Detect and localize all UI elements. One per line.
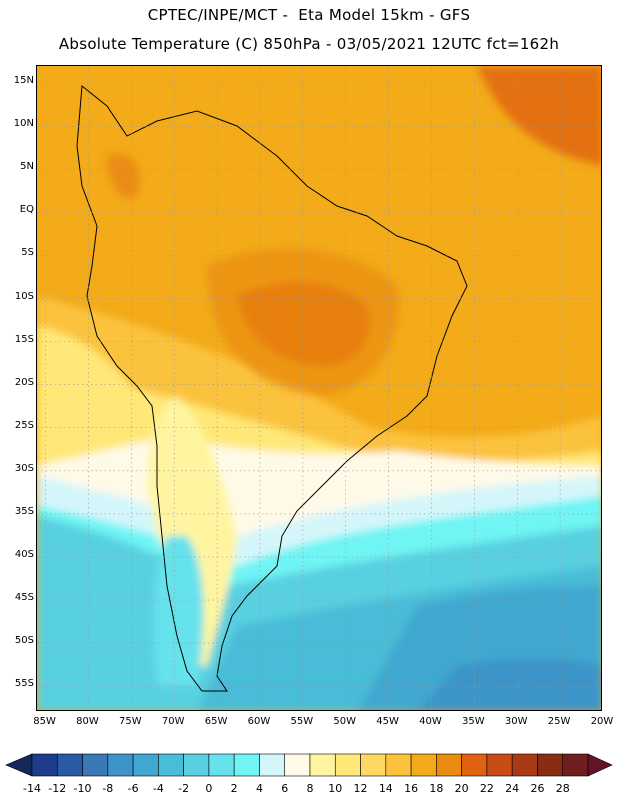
- colorbar-tick-label: 0: [205, 782, 213, 795]
- colorbar-swatch: [56, 753, 83, 777]
- lon-tick-label: 45W: [376, 716, 399, 727]
- colorbar-tick-label: 6: [281, 782, 289, 795]
- colorbar-tick-label: -10: [73, 782, 92, 795]
- colorbar-swatch: [31, 753, 58, 777]
- lat-tick-label: 15S: [14, 333, 34, 345]
- colorbar-swatch: [410, 753, 437, 777]
- colorbar-swatch: [309, 753, 336, 777]
- lon-tick-label: 55W: [290, 716, 314, 727]
- colorbar-tick-label: 24: [505, 782, 520, 795]
- field-patagonia: [147, 396, 237, 666]
- colorbar-swatch: [158, 753, 184, 777]
- lon-tick-label: 85W: [33, 716, 56, 727]
- colorbar-swatch: [486, 753, 513, 777]
- lon-tick-label: 75W: [119, 716, 142, 727]
- coastline: [76, 85, 468, 692]
- lat-tick-label: 5S: [21, 247, 34, 259]
- colorbar-swatch: [233, 753, 260, 777]
- colorbar-swatch: [537, 753, 564, 777]
- lat-tick-label: 30S: [14, 462, 34, 474]
- colorbar-tick-label: 28: [555, 782, 570, 795]
- colorbar-tick-label: 4: [255, 782, 263, 795]
- colorbar-swatch: [132, 753, 159, 777]
- colorbar-swatch: [511, 753, 538, 777]
- colorbar-tick-label: 20: [454, 782, 469, 795]
- lon-tick-label: 35W: [462, 716, 485, 727]
- colorbar-swatch: [259, 753, 286, 777]
- colorbar-tick-label: 2: [230, 782, 238, 795]
- lat-tick-label: 55S: [14, 678, 34, 690]
- lon-tick-label: 70W: [161, 716, 185, 727]
- lat-tick-label: 10S: [14, 290, 34, 302]
- colorbar-swatch: [436, 753, 462, 777]
- colorbar-tick-label: 16: [404, 782, 419, 795]
- lat-tick-label: 10N: [13, 118, 34, 130]
- colorbar-swatch: [183, 753, 210, 777]
- colorbar-tick-label: 12: [353, 782, 368, 795]
- lon-tick-label: 50W: [333, 716, 357, 727]
- colorbar-tick-label: -4: [152, 782, 164, 795]
- field-pacific-warm: [37, 326, 137, 446]
- lat-tick-label: 45S: [14, 592, 34, 604]
- colorbar-swatch: [385, 753, 412, 777]
- lon-tick-label: 65W: [204, 716, 228, 727]
- lat-tick-label: 20S: [14, 376, 34, 388]
- colorbar-swatch: [284, 753, 311, 777]
- lon-tick-label: 60W: [247, 716, 271, 727]
- field-atlantic-hot: [477, 66, 601, 166]
- colorbar-swatch: [562, 753, 589, 777]
- colorbar: [5, 753, 613, 777]
- colorbar-swatch: [461, 753, 488, 777]
- map-title: CPTEC/INPE/MCT - Eta Model 15km - GFS: [147, 6, 471, 24]
- colorbar-swatch: [208, 753, 235, 777]
- lat-tick-label: 35S: [14, 505, 34, 517]
- field-interior-warm: [207, 248, 399, 396]
- lon-tick-label: 20W: [590, 716, 614, 727]
- field-patagonia-cold: [154, 536, 204, 686]
- colorbar-swatch: [360, 753, 387, 777]
- lat-tick-label: EQ: [19, 204, 34, 216]
- colorbar-swatch: [82, 753, 109, 777]
- colorbar-tick-label: 18: [429, 782, 444, 795]
- lon-tick-label: 80W: [76, 716, 99, 727]
- colorbar-tick-label: 26: [530, 782, 545, 795]
- colorbar-tick-label: -12: [48, 782, 67, 795]
- colorbar-swatch: [107, 753, 134, 777]
- lon-tick-label: 25W: [547, 716, 571, 727]
- field-venezuela: [107, 153, 140, 199]
- lat-tick-label: 40S: [14, 548, 34, 560]
- lon-tick-label: 40W: [419, 716, 442, 727]
- colorbar-tick-label: 22: [479, 782, 494, 795]
- colorbar-over-arrow: [587, 753, 613, 777]
- colorbar-tick-label: 10: [328, 782, 343, 795]
- field-band-m8: [418, 658, 601, 710]
- lat-tick-label: 25S: [14, 419, 34, 431]
- colorbar-tick-label: -6: [127, 782, 139, 795]
- map-subtitle: Absolute Temperature (C) 850hPa - 03/05/…: [58, 35, 560, 53]
- colorbar-swatch: [334, 753, 361, 777]
- temperature-map: [36, 65, 602, 711]
- lat-tick-label: 50S: [14, 635, 34, 647]
- colorbar-tick-label: -2: [178, 782, 190, 795]
- colorbar-tick-label: 14: [378, 782, 393, 795]
- lat-tick-label: 15N: [13, 75, 34, 87]
- colorbar-tick-label: 8: [306, 782, 314, 795]
- colorbar-under-arrow: [5, 753, 33, 777]
- colorbar-tick-label: -14: [23, 782, 41, 795]
- lat-tick-label: 5N: [20, 161, 34, 173]
- colorbar-tick-label: -8: [102, 782, 114, 795]
- lon-tick-label: 30W: [504, 716, 528, 727]
